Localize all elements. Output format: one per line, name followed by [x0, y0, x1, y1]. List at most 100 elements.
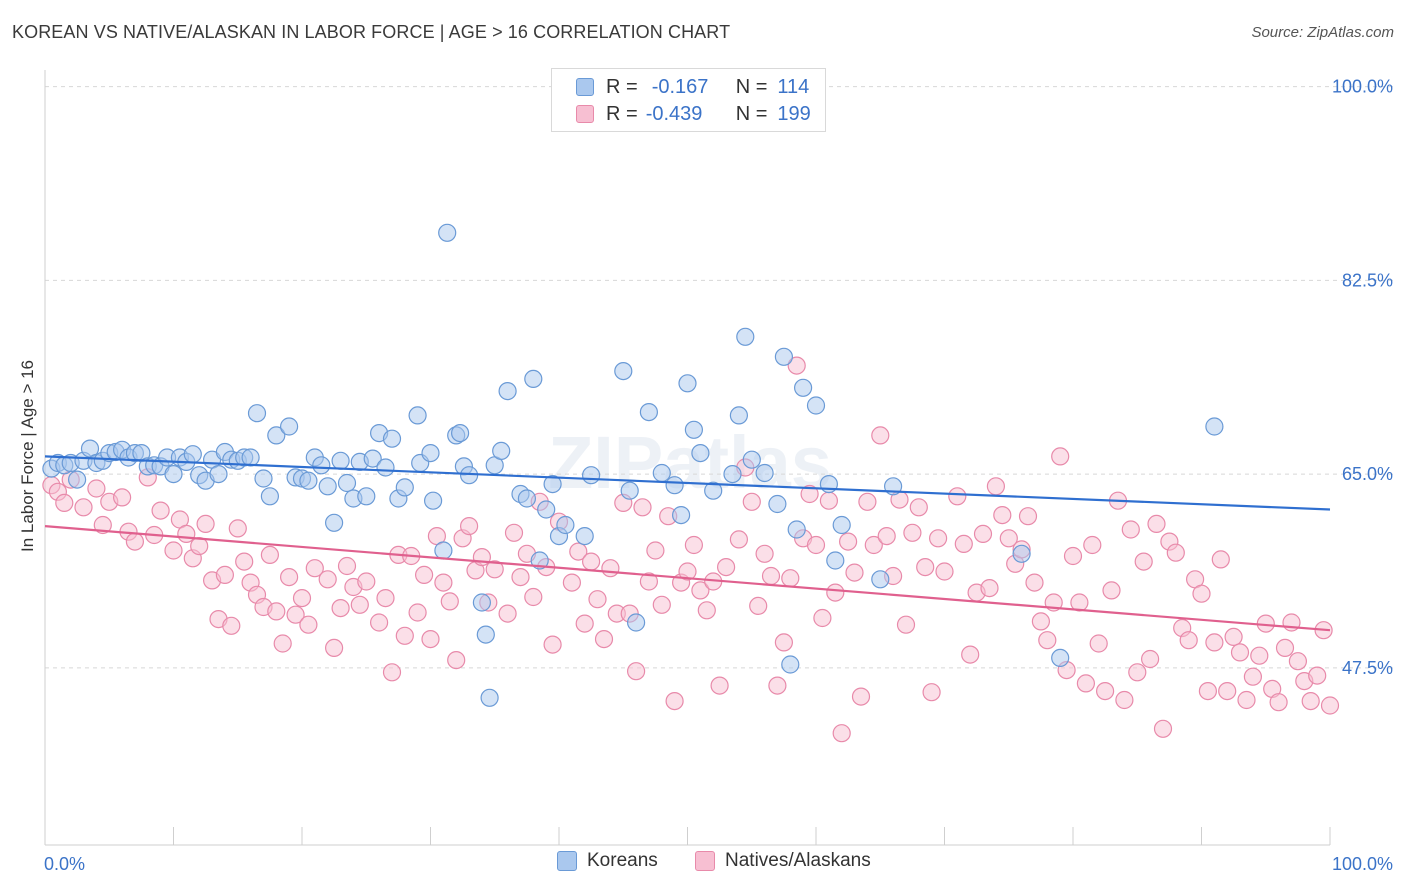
native-point	[1211, 550, 1230, 569]
native-point	[331, 598, 350, 618]
korean-point	[357, 487, 376, 506]
korean-point	[774, 347, 794, 366]
korean-point	[331, 451, 350, 470]
korean-point	[1205, 417, 1224, 436]
native-point	[594, 629, 614, 649]
native-point	[1134, 552, 1153, 571]
korean-point	[871, 570, 890, 589]
koreans-points	[42, 223, 1224, 707]
native-point	[125, 532, 144, 551]
r-label: R =	[606, 75, 638, 98]
natives-swatch	[576, 105, 594, 123]
korean-point	[639, 403, 659, 422]
native-point	[1250, 646, 1269, 665]
korean-point	[620, 481, 639, 500]
native-point	[755, 544, 774, 563]
korean-point	[312, 456, 331, 475]
native-point	[1301, 691, 1320, 711]
y-tick-label: 65.0%	[1342, 464, 1393, 484]
korean-point	[434, 541, 453, 560]
native-point	[787, 356, 806, 375]
native-point	[305, 559, 324, 578]
native-point	[447, 650, 466, 670]
native-point	[235, 552, 254, 571]
natives-swatch	[695, 851, 715, 871]
native-point	[819, 491, 839, 510]
native-point	[299, 615, 318, 634]
native-point	[851, 687, 871, 706]
korean-point	[671, 505, 691, 525]
native-point	[1275, 638, 1295, 658]
native-point	[1095, 681, 1115, 701]
korean-point	[742, 450, 761, 469]
native-point	[408, 603, 427, 622]
native-point	[1320, 696, 1340, 715]
native-point	[749, 596, 768, 616]
korean-point	[793, 378, 813, 397]
r-value: -0.167	[651, 75, 709, 98]
native-point	[1031, 612, 1051, 631]
native-point	[228, 519, 247, 538]
native-point	[909, 498, 928, 517]
native-point	[164, 541, 183, 560]
native-point	[761, 566, 781, 586]
korean-point	[325, 513, 344, 532]
korean-point	[787, 520, 806, 539]
native-point	[896, 615, 916, 634]
native-point	[318, 570, 337, 589]
native-point	[774, 633, 794, 652]
native-point	[395, 626, 414, 645]
native-point	[903, 523, 922, 542]
native-point	[922, 683, 941, 702]
native-point	[1083, 535, 1102, 555]
native-point	[1230, 643, 1250, 662]
legend-row-natives: R = -0.439 N = 199	[576, 101, 811, 127]
native-point	[1237, 690, 1256, 710]
native-point	[357, 572, 376, 591]
korean-point	[517, 489, 537, 508]
native-point	[646, 541, 665, 560]
native-point	[215, 565, 234, 585]
native-point	[498, 604, 517, 623]
native-point	[729, 530, 749, 549]
korean-point	[241, 448, 260, 467]
korean-point	[438, 223, 457, 242]
native-point	[1269, 693, 1288, 712]
native-point	[1038, 631, 1057, 650]
native-point	[286, 605, 305, 624]
korean-point	[209, 465, 228, 484]
native-trend-line	[44, 525, 1331, 632]
native-point	[1179, 631, 1198, 650]
native-point	[678, 562, 697, 581]
native-point	[1089, 634, 1108, 653]
native-point	[1121, 520, 1140, 539]
native-point	[1224, 627, 1243, 647]
native-point	[273, 634, 292, 653]
native-point	[1147, 514, 1166, 534]
native-point	[973, 524, 993, 544]
legend-item-koreans: Koreans	[557, 850, 658, 872]
korean-point	[736, 327, 755, 346]
native-point	[93, 515, 112, 535]
native-point	[280, 567, 299, 587]
korean-point	[729, 406, 749, 425]
native-point	[1140, 649, 1160, 669]
native-point	[826, 583, 845, 602]
native-point	[710, 676, 729, 695]
native-point	[74, 498, 93, 517]
korean-point	[472, 593, 491, 612]
trend-lines	[44, 455, 1331, 632]
native-point	[601, 559, 620, 578]
native-point	[999, 529, 1018, 548]
korean-point	[318, 477, 337, 496]
legend-label-natives: Natives/Alaskans	[725, 850, 871, 871]
native-point	[961, 645, 980, 664]
korean-point	[408, 406, 427, 425]
korean-point	[451, 424, 470, 443]
korean-point	[337, 473, 357, 493]
native-point	[1025, 573, 1044, 592]
native-point	[1288, 652, 1308, 671]
korean-point	[575, 526, 594, 546]
y-tick-label: 82.5%	[1342, 270, 1393, 290]
native-point	[588, 590, 607, 609]
